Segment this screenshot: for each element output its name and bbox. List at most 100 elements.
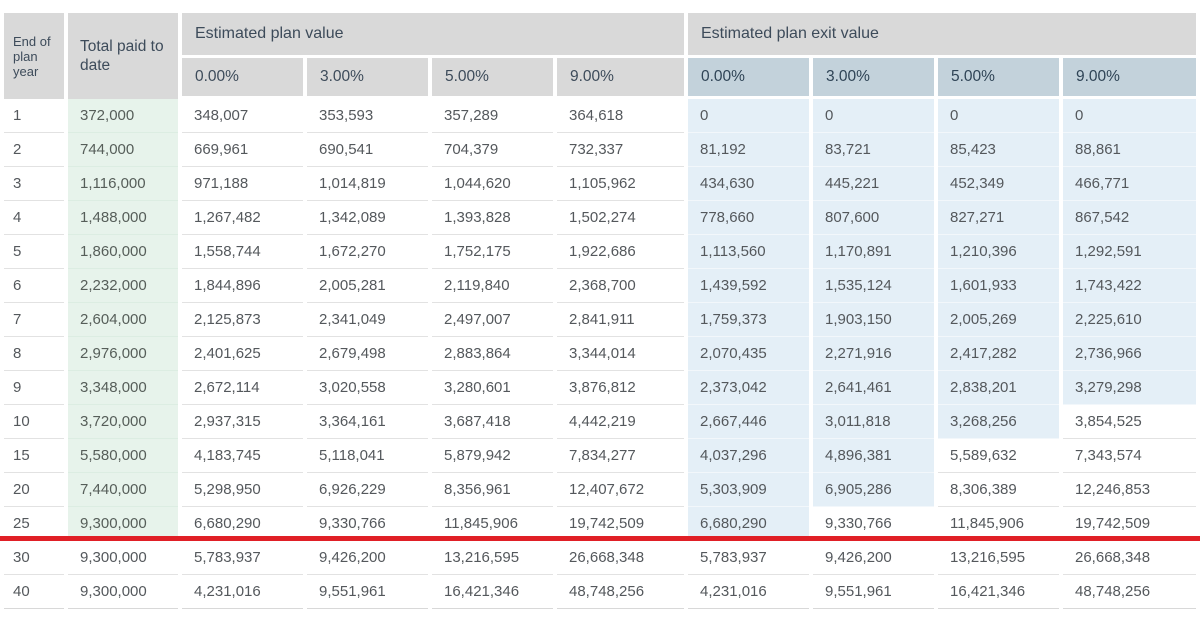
exit-value-cell-0: 1,759,373 bbox=[688, 303, 809, 337]
year-cell: 6 bbox=[4, 269, 64, 303]
plan-value-cell-0: 2,672,114 bbox=[182, 371, 303, 405]
exit-value-cell-2: 3,268,256 bbox=[938, 405, 1059, 439]
plan-value-cell-0: 4,231,016 bbox=[182, 575, 303, 609]
exit-value-cell-0: 4,231,016 bbox=[688, 575, 809, 609]
exit-value-cell-3: 1,743,422 bbox=[1063, 269, 1196, 303]
exit-rate-header-0: 0.00% bbox=[688, 55, 809, 99]
plan-value-cell-3: 3,344,014 bbox=[557, 337, 684, 371]
exit-value-cell-0: 5,783,937 bbox=[688, 541, 809, 575]
table-row-year-20: 20 7,440,000 5,298,950 6,926,229 8,356,961 12… bbox=[4, 473, 1196, 507]
table-row-year-40: 40 9,300,000 4,231,016 9,551,961 16,421,346 4… bbox=[4, 575, 1196, 609]
total-paid-cell: 2,232,000 bbox=[68, 269, 178, 303]
plan-value-cell-2: 1,393,828 bbox=[432, 201, 553, 235]
plan-value-cell-1: 9,551,961 bbox=[307, 575, 428, 609]
exit-value-cell-0: 2,667,446 bbox=[688, 405, 809, 439]
table-row-year-10: 10 3,720,000 2,937,315 3,364,161 3,687,418 4,… bbox=[4, 405, 1196, 439]
plan-rate-header-2: 5.00% bbox=[432, 55, 553, 99]
exit-value-cell-1: 807,600 bbox=[813, 201, 934, 235]
year-cell: 3 bbox=[4, 167, 64, 201]
plan-value-cell-1: 2,005,281 bbox=[307, 269, 428, 303]
exit-value-cell-1: 2,641,461 bbox=[813, 371, 934, 405]
year-cell: 4 bbox=[4, 201, 64, 235]
plan-value-cell-0: 2,937,315 bbox=[182, 405, 303, 439]
plan-value-cell-2: 704,379 bbox=[432, 133, 553, 167]
plan-value-cell-2: 3,280,601 bbox=[432, 371, 553, 405]
plan-value-cell-3: 4,442,219 bbox=[557, 405, 684, 439]
plan-value-cell-2: 357,289 bbox=[432, 99, 553, 133]
year-25-divider-line bbox=[0, 536, 1200, 541]
exit-value-cell-1: 2,271,916 bbox=[813, 337, 934, 371]
plan-value-cell-1: 3,020,558 bbox=[307, 371, 428, 405]
exit-value-cell-1: 9,551,961 bbox=[813, 575, 934, 609]
plan-value-cell-1: 1,014,819 bbox=[307, 167, 428, 201]
plan-value-cell-1: 2,679,498 bbox=[307, 337, 428, 371]
total-paid-cell: 9,300,000 bbox=[68, 541, 178, 575]
plan-value-cell-0: 348,007 bbox=[182, 99, 303, 133]
plan-value-cell-3: 12,407,672 bbox=[557, 473, 684, 507]
plan-value-cell-0: 2,125,873 bbox=[182, 303, 303, 337]
exit-value-cell-1: 4,896,381 bbox=[813, 439, 934, 473]
table-row-year-15: 15 5,580,000 4,183,745 5,118,041 5,879,942 7,… bbox=[4, 439, 1196, 473]
table-body: 1 372,000 348,007 353,593 357,289 364,618 0 0 0 0… bbox=[4, 99, 1196, 609]
exit-value-cell-1: 0 bbox=[813, 99, 934, 133]
year-cell: 8 bbox=[4, 337, 64, 371]
exit-value-cell-2: 8,306,389 bbox=[938, 473, 1059, 507]
exit-value-cell-1: 6,905,286 bbox=[813, 473, 934, 507]
plan-value-cell-1: 3,364,161 bbox=[307, 405, 428, 439]
table-row-year-6: 6 2,232,000 1,844,896 2,005,281 2,119,840 2,3… bbox=[4, 269, 1196, 303]
exit-value-cell-3: 0 bbox=[1063, 99, 1196, 133]
exit-value-cell-3: 12,246,853 bbox=[1063, 473, 1196, 507]
plan-value-cell-2: 2,497,007 bbox=[432, 303, 553, 337]
exit-value-cell-0: 778,660 bbox=[688, 201, 809, 235]
exit-value-cell-1: 445,221 bbox=[813, 167, 934, 201]
exit-value-cell-2: 827,271 bbox=[938, 201, 1059, 235]
exit-value-cell-0: 4,037,296 bbox=[688, 439, 809, 473]
year-cell: 7 bbox=[4, 303, 64, 337]
total-paid-cell: 744,000 bbox=[68, 133, 178, 167]
table-row-year-30: 30 9,300,000 5,783,937 9,426,200 13,216,595 2… bbox=[4, 541, 1196, 575]
exit-value-cell-0: 0 bbox=[688, 99, 809, 133]
exit-value-cell-2: 0 bbox=[938, 99, 1059, 133]
exit-value-cell-1: 1,170,891 bbox=[813, 235, 934, 269]
exit-value-cell-0: 1,439,592 bbox=[688, 269, 809, 303]
exit-value-cell-1: 3,011,818 bbox=[813, 405, 934, 439]
plan-value-cell-3: 364,618 bbox=[557, 99, 684, 133]
plan-value-cell-2: 2,119,840 bbox=[432, 269, 553, 303]
plan-value-cell-2: 5,879,942 bbox=[432, 439, 553, 473]
exit-value-cell-1: 9,426,200 bbox=[813, 541, 934, 575]
plan-value-cell-3: 48,748,256 bbox=[557, 575, 684, 609]
exit-value-cell-2: 2,005,269 bbox=[938, 303, 1059, 337]
total-paid-cell: 3,348,000 bbox=[68, 371, 178, 405]
year-cell: 20 bbox=[4, 473, 64, 507]
plan-value-cell-3: 26,668,348 bbox=[557, 541, 684, 575]
exit-value-cell-3: 3,279,298 bbox=[1063, 371, 1196, 405]
plan-value-cell-0: 1,558,744 bbox=[182, 235, 303, 269]
exit-rate-header-1: 3.00% bbox=[813, 55, 934, 99]
exit-value-cell-2: 5,589,632 bbox=[938, 439, 1059, 473]
exit-value-cell-3: 2,736,966 bbox=[1063, 337, 1196, 371]
exit-value-cell-2: 13,216,595 bbox=[938, 541, 1059, 575]
plan-rate-header-0: 0.00% bbox=[182, 55, 303, 99]
exit-value-cell-0: 2,373,042 bbox=[688, 371, 809, 405]
plan-value-cell-2: 1,044,620 bbox=[432, 167, 553, 201]
plan-value-cell-2: 8,356,961 bbox=[432, 473, 553, 507]
plan-value-cell-1: 2,341,049 bbox=[307, 303, 428, 337]
year-cell: 30 bbox=[4, 541, 64, 575]
plan-value-cell-1: 1,672,270 bbox=[307, 235, 428, 269]
exit-value-cell-1: 1,903,150 bbox=[813, 303, 934, 337]
plan-value-cell-2: 13,216,595 bbox=[432, 541, 553, 575]
total-paid-cell: 3,720,000 bbox=[68, 405, 178, 439]
table-row-year-8: 8 2,976,000 2,401,625 2,679,498 2,883,864 3,3… bbox=[4, 337, 1196, 371]
plan-value-cell-3: 1,502,274 bbox=[557, 201, 684, 235]
exit-value-cell-3: 1,292,591 bbox=[1063, 235, 1196, 269]
total-paid-cell: 9,300,000 bbox=[68, 575, 178, 609]
plan-value-cell-0: 5,783,937 bbox=[182, 541, 303, 575]
exit-value-cell-2: 85,423 bbox=[938, 133, 1059, 167]
exit-value-cell-2: 2,838,201 bbox=[938, 371, 1059, 405]
plan-value-cell-1: 9,426,200 bbox=[307, 541, 428, 575]
year-cell: 5 bbox=[4, 235, 64, 269]
plan-value-cell-0: 4,183,745 bbox=[182, 439, 303, 473]
plan-value-cell-1: 1,342,089 bbox=[307, 201, 428, 235]
plan-rate-header-3: 9.00% bbox=[557, 55, 684, 99]
